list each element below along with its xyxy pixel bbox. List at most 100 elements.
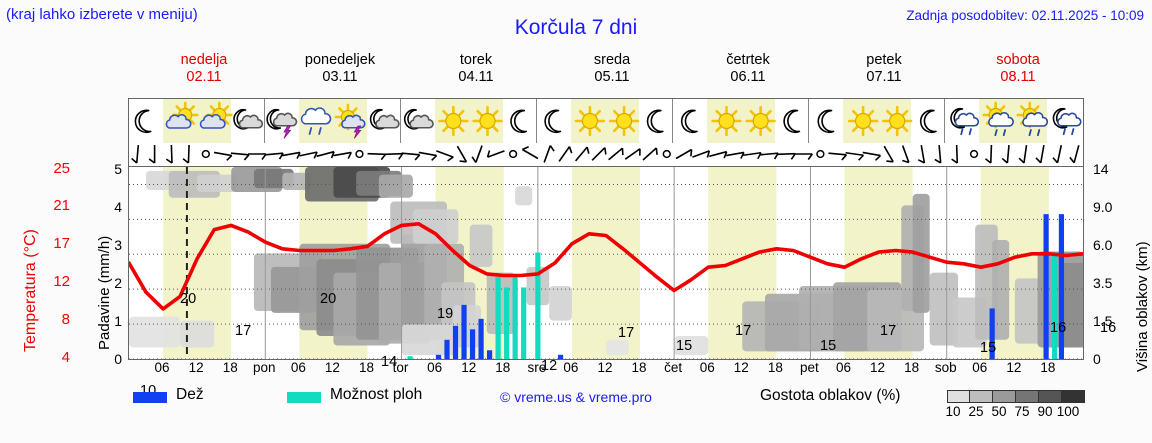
moon-behind-cloud-icon bbox=[369, 108, 400, 130]
graph-area bbox=[128, 166, 1084, 360]
precipitation-bar bbox=[512, 276, 518, 359]
day-header-ponedeljek: ponedeljek 03.11 bbox=[304, 52, 376, 85]
night-band bbox=[571, 167, 641, 359]
day-header-sreda: sreda 05.11 bbox=[593, 52, 631, 85]
sun-behind-cloud-icon bbox=[199, 101, 233, 129]
cloud-density-tick: 50 bbox=[991, 404, 1007, 419]
wind-barb bbox=[917, 144, 926, 164]
x-tick-label: 12 bbox=[188, 360, 204, 375]
precipitation-bar bbox=[469, 329, 476, 359]
wind-barb bbox=[984, 144, 993, 164]
cloud-density-patch bbox=[606, 339, 629, 356]
copyright-link[interactable]: © vreme.us & vreme.pro bbox=[500, 389, 652, 405]
moon-cloud-rain-icon bbox=[950, 107, 980, 136]
forecast-chart: nedelja 02.11 ponedeljek 03.11 torek 04.11 … bbox=[128, 52, 1116, 399]
weather-icons-row bbox=[128, 98, 1084, 143]
cloud-density-swatch bbox=[993, 390, 1016, 403]
cloud-density-patch bbox=[129, 316, 181, 348]
wind-barb bbox=[777, 152, 796, 160]
x-tick-label: 12 bbox=[1006, 360, 1022, 375]
precipitation-bar bbox=[989, 308, 995, 359]
temperature-label: 15 bbox=[676, 338, 693, 354]
wind-barb bbox=[418, 151, 438, 161]
x-tick-label: 18 bbox=[358, 360, 375, 375]
temperature-label: 14 bbox=[381, 354, 398, 370]
shower-legend-swatch bbox=[287, 392, 321, 403]
cloud-density-patch bbox=[549, 286, 572, 321]
cloud-density-patch bbox=[674, 335, 709, 356]
page-title: Korčula 7 dni bbox=[514, 16, 638, 39]
wind-barbs-row bbox=[128, 143, 1084, 166]
wind-barb bbox=[794, 153, 813, 160]
day-header-cetrtek: četrtek 06.11 bbox=[726, 52, 770, 85]
cloud-density-patch bbox=[282, 172, 311, 191]
x-tick-label: 06 bbox=[290, 360, 306, 375]
x-tick-label: 06 bbox=[427, 360, 443, 375]
x-tick-label: 06 bbox=[972, 360, 988, 375]
moon-icon bbox=[646, 109, 664, 134]
wind-barb bbox=[316, 150, 335, 159]
cloud-density-swatch bbox=[1039, 390, 1062, 403]
wind-barb bbox=[165, 144, 173, 164]
sun-icon bbox=[711, 105, 742, 137]
x-tick-label: 12 bbox=[324, 360, 340, 375]
wind-barb bbox=[131, 144, 140, 164]
wind-barb bbox=[642, 147, 658, 161]
wind-barb bbox=[883, 145, 894, 163]
wind-barb bbox=[951, 144, 959, 164]
precipitation-bar bbox=[495, 276, 501, 359]
wind-barb bbox=[508, 149, 518, 159]
temperature-label: 17 bbox=[618, 325, 635, 341]
cloud-density-tick: 25 bbox=[968, 404, 984, 419]
wind-barb bbox=[299, 151, 318, 159]
day-header-petek: petek 07.11 bbox=[866, 52, 902, 85]
sun-cloud-thunder-icon bbox=[334, 103, 366, 139]
x-tick-label: 12 bbox=[870, 360, 886, 375]
wind-barb bbox=[969, 149, 979, 159]
wind-barb bbox=[148, 145, 156, 164]
cloud-density-patch bbox=[515, 186, 533, 206]
temperature-label: 16 bbox=[1050, 320, 1067, 336]
last-updated-label: Zadnja posodobitev: 02.11.2025 - 10:09 bbox=[906, 8, 1144, 23]
precipitation-bar bbox=[444, 339, 450, 359]
wind-barb bbox=[248, 153, 267, 160]
wind-barb bbox=[743, 151, 762, 160]
precipitation-bar bbox=[521, 287, 527, 359]
cloud-density-patch bbox=[378, 174, 413, 198]
sun-icon bbox=[745, 105, 776, 137]
wind-barb bbox=[608, 147, 624, 161]
temperature-label: 17 bbox=[880, 323, 897, 339]
cloud-density-patch bbox=[1060, 263, 1083, 348]
moon-icon bbox=[134, 109, 152, 134]
wind-barb bbox=[213, 151, 233, 161]
x-tick-label: 18 bbox=[904, 360, 920, 375]
wind-barb bbox=[384, 152, 404, 160]
temperature-label: 16 bbox=[1100, 320, 1117, 336]
moon-cloud-rain-icon bbox=[1052, 107, 1082, 136]
day-header-torek: torek 04.11 bbox=[458, 52, 494, 85]
wind-barb bbox=[1001, 144, 1010, 164]
cloud-density-patch bbox=[1014, 278, 1044, 344]
sun-icon bbox=[882, 105, 913, 137]
wind-barb bbox=[282, 151, 301, 159]
moon-behind-cloud-icon bbox=[233, 108, 264, 130]
wind-barb bbox=[816, 149, 825, 159]
precipitation-bar bbox=[1043, 214, 1049, 359]
cloud-density-patch bbox=[929, 272, 959, 346]
wind-barb bbox=[862, 151, 882, 161]
x-tick-label: čet bbox=[664, 360, 683, 375]
sun-cloud-rain-icon bbox=[1016, 101, 1049, 137]
sun-icon bbox=[608, 105, 640, 137]
wind-barb bbox=[726, 151, 745, 159]
x-tick-label: 12 bbox=[733, 360, 749, 375]
wind-barb bbox=[692, 150, 711, 158]
wind-barb bbox=[624, 148, 641, 160]
wind-barb bbox=[934, 144, 942, 164]
wind-barb bbox=[845, 151, 865, 161]
precipitation-bar bbox=[557, 354, 564, 359]
temperature-label: 17 bbox=[735, 323, 752, 339]
wind-barb bbox=[1035, 144, 1045, 164]
x-tick-label: 18 bbox=[767, 360, 783, 375]
x-tick-label: 06 bbox=[154, 360, 170, 375]
sun-behind-cloud-icon bbox=[165, 101, 199, 129]
